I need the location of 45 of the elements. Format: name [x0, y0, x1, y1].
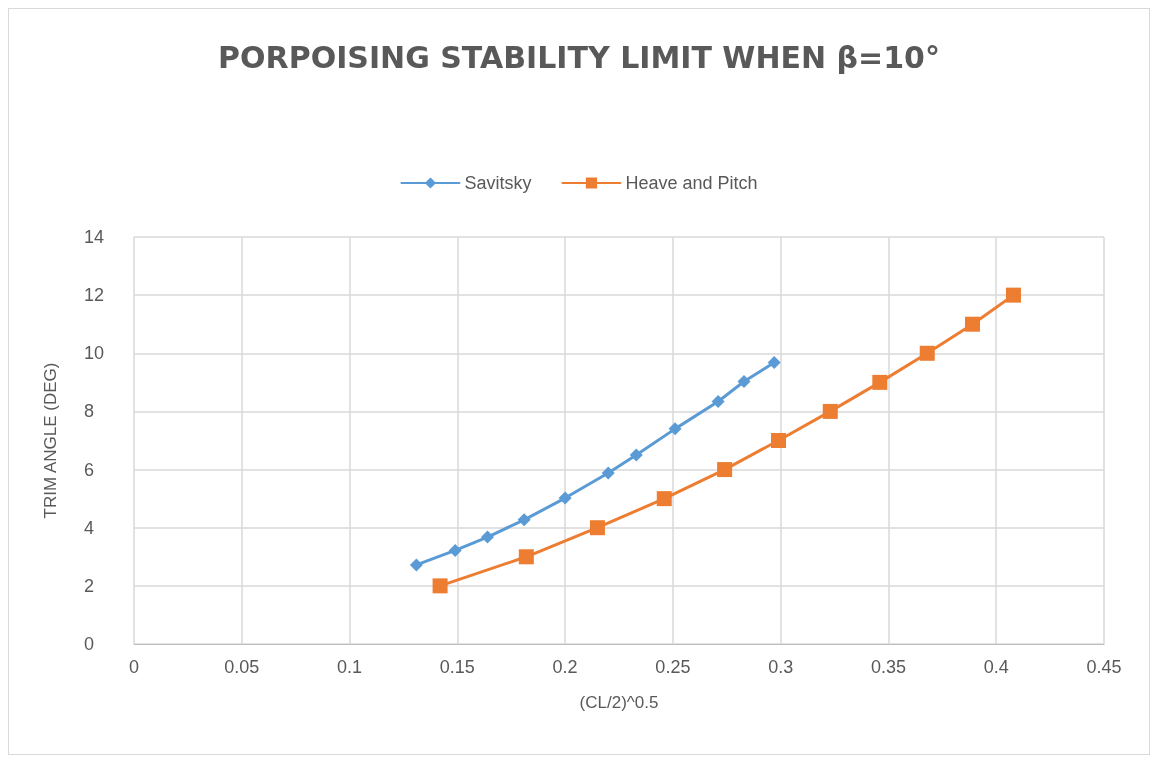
- point: [771, 433, 787, 448]
- x-tick-label: 0.4: [983, 657, 1009, 677]
- point: [409, 558, 423, 572]
- point: [629, 448, 643, 462]
- y-tick-label: 12: [84, 285, 105, 306]
- point: [1005, 287, 1021, 303]
- point: [481, 530, 495, 544]
- legend-label: Savitsky: [464, 173, 532, 193]
- y-tick-label: 10: [84, 343, 105, 364]
- x-tick-label: 0.35: [870, 657, 906, 677]
- point: [517, 513, 531, 527]
- y-tick-label: 6: [84, 459, 95, 480]
- point: [601, 466, 615, 480]
- point: [668, 422, 682, 436]
- y-tick-label: 2: [84, 575, 95, 596]
- y-tick-label: 0: [84, 634, 95, 654]
- point: [822, 403, 838, 419]
- x-tick-label: 0.05: [224, 657, 260, 677]
- x-tick-label: 0.15: [439, 657, 475, 677]
- point: [589, 520, 605, 536]
- x-tick-label: 0.3: [768, 657, 794, 677]
- legend-label: Heave and Pitch: [625, 173, 758, 193]
- x-tick-label: 0.2: [552, 657, 578, 677]
- x-tick-label: 0.45: [1086, 657, 1122, 677]
- x-axis-title: (CL/2)^0.5: [579, 693, 659, 712]
- point: [919, 345, 935, 361]
- point: [432, 578, 448, 594]
- y-axis-title: TRIM ANGLE (DEG): [41, 362, 60, 519]
- chart-title: PORPOISING STABILITY LIMIT WHEN β=10°: [218, 39, 940, 75]
- point: [767, 356, 781, 370]
- point: [448, 543, 462, 557]
- x-tick-label: 0: [128, 657, 140, 677]
- point: [872, 374, 888, 390]
- point: [518, 549, 534, 565]
- y-tick-label: 8: [84, 401, 95, 422]
- point: [717, 462, 733, 478]
- point: [656, 491, 672, 507]
- point: [965, 316, 981, 332]
- x-tick-label: 0.1: [337, 657, 363, 677]
- x-tick-label: 0.25: [655, 657, 691, 677]
- point: [711, 395, 725, 409]
- point: [558, 491, 572, 505]
- y-tick-label: 14: [84, 227, 105, 247]
- y-tick-label: 4: [84, 517, 95, 538]
- point: [737, 374, 751, 388]
